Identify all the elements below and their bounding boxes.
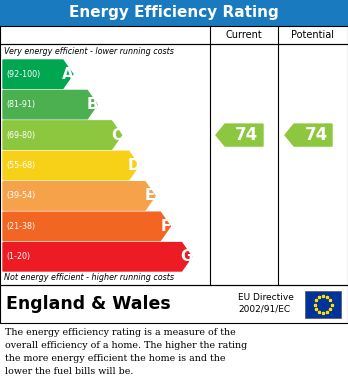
Polygon shape (3, 90, 97, 119)
Text: C: C (111, 127, 122, 143)
Text: (39-54): (39-54) (6, 192, 35, 201)
Text: 74: 74 (235, 126, 259, 144)
Bar (0, 285, 348, 323)
Bar (0, 0, 348, 26)
Polygon shape (3, 60, 73, 88)
Bar (0, 26, 348, 44)
Text: B: B (86, 97, 98, 112)
Bar (0, 323, 348, 391)
Polygon shape (3, 242, 192, 271)
Text: A: A (62, 67, 74, 82)
Text: (1-20): (1-20) (6, 252, 30, 261)
Text: (92-100): (92-100) (6, 70, 40, 79)
Text: England & Wales: England & Wales (6, 295, 171, 313)
Polygon shape (3, 182, 155, 210)
Text: (69-80): (69-80) (6, 131, 35, 140)
Text: E: E (145, 188, 155, 203)
Text: (55-68): (55-68) (6, 161, 35, 170)
Text: 74: 74 (304, 126, 327, 144)
Text: Potential: Potential (292, 30, 334, 40)
Text: Not energy efficient - higher running costs: Not energy efficient - higher running co… (4, 273, 174, 283)
Bar (305, 291, 341, 318)
Polygon shape (3, 121, 121, 149)
Text: (81-91): (81-91) (6, 100, 35, 109)
Polygon shape (216, 124, 263, 146)
Text: Energy Efficiency Rating: Energy Efficiency Rating (69, 5, 279, 20)
Text: EU Directive
2002/91/EC: EU Directive 2002/91/EC (238, 292, 294, 314)
Text: Current: Current (226, 30, 262, 40)
Polygon shape (3, 212, 170, 240)
Text: F: F (160, 219, 171, 234)
Polygon shape (3, 151, 139, 180)
Bar (0, 44, 348, 285)
Text: (21-38): (21-38) (6, 222, 35, 231)
Text: G: G (180, 249, 193, 264)
Text: The energy efficiency rating is a measure of the
overall efficiency of a home. T: The energy efficiency rating is a measur… (5, 328, 247, 375)
Polygon shape (285, 124, 332, 146)
Text: Very energy efficient - lower running costs: Very energy efficient - lower running co… (4, 47, 174, 56)
Text: D: D (128, 158, 140, 173)
